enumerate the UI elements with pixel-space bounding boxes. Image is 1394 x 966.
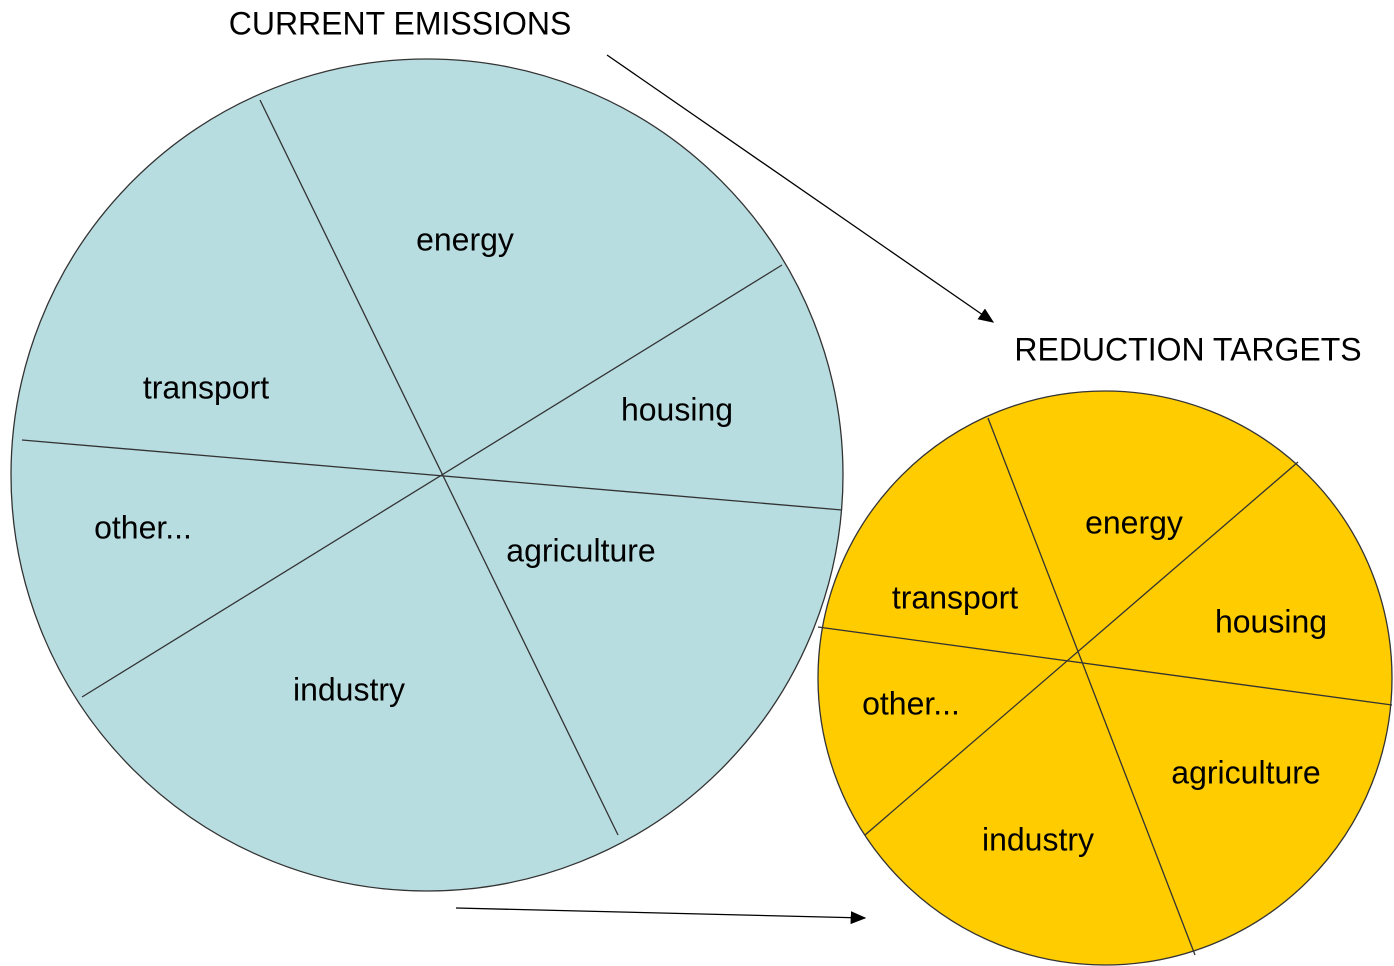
divider [817, 626, 1393, 706]
divider [864, 461, 1299, 836]
segment-label: industry [293, 671, 405, 707]
divider [81, 264, 783, 698]
title: REDUCTION TARGETS [1014, 331, 1361, 367]
segment-label: energy [416, 221, 514, 257]
segment-label: housing [621, 391, 733, 427]
segment-label: transport [892, 579, 1018, 615]
divider [21, 439, 843, 511]
segment-label: other... [94, 509, 192, 545]
arrow [606, 54, 995, 323]
arrow [455, 907, 867, 925]
segment-label: housing [1215, 603, 1327, 639]
segment-label: agriculture [1171, 754, 1320, 790]
divider [987, 417, 1196, 956]
segment-label: transport [143, 369, 269, 405]
segment-label: agriculture [506, 532, 655, 568]
segment-label: industry [982, 821, 1094, 857]
segment-label: energy [1085, 504, 1183, 540]
segment-label: other... [862, 685, 960, 721]
divider [259, 99, 619, 836]
title: CURRENT EMISSIONS [229, 5, 572, 41]
targets-pie [817, 390, 1393, 966]
